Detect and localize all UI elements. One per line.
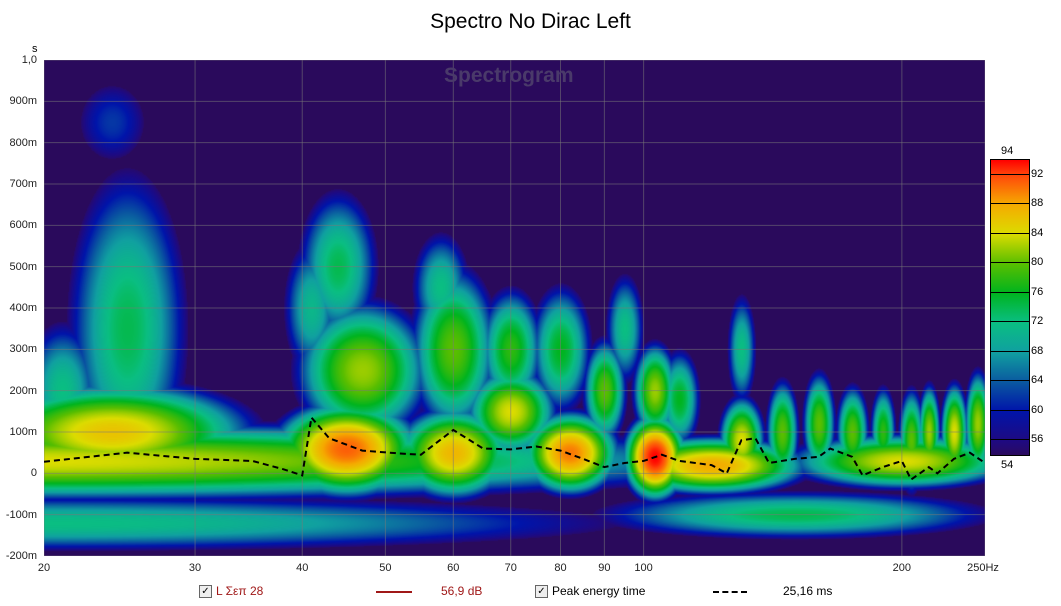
y-tick-label: -200m <box>5 550 37 562</box>
colorbar-tick-line <box>991 262 1029 264</box>
trace-line-swatch <box>376 591 412 593</box>
y-tick-label: 600m <box>9 219 37 232</box>
peak-checkbox[interactable]: ✓ <box>535 585 548 599</box>
peak-value: 25,16 ms <box>783 584 833 598</box>
y-tick-label: 400m <box>9 302 37 314</box>
colorbar-tick-line <box>991 232 1029 234</box>
trace-checkbox[interactable]: ✓ <box>199 585 212 599</box>
x-tick-label: 20 <box>37 562 51 574</box>
y-tick-label: 700m <box>9 178 37 190</box>
x-tick-label: 80 <box>554 562 567 574</box>
peak-energy-time-line <box>44 415 985 482</box>
chart-title: Spectro No Dirac Left <box>430 10 631 33</box>
y-tick-label: 100m <box>9 426 37 438</box>
plot-area[interactable] <box>44 60 985 556</box>
colorbar <box>990 159 1030 456</box>
x-tick-label: 250Hz <box>967 562 999 574</box>
colorbar-tick-line <box>991 439 1029 441</box>
y-tick-label: 900m <box>9 95 37 108</box>
peak-line-swatch <box>713 591 747 593</box>
colorbar-tick-label: 92 <box>1031 167 1044 180</box>
peak-label: Peak energy time <box>552 584 646 598</box>
x-tick-label: 60 <box>447 562 460 574</box>
colorbar-tick-label: 88 <box>1031 197 1044 210</box>
colorbar-tick-line <box>991 173 1029 175</box>
colorbar-tick-line <box>991 409 1029 411</box>
colorbar-tick-line <box>991 321 1029 323</box>
colorbar-tick-label: 68 <box>1031 344 1044 357</box>
colorbar-tick-line <box>991 203 1029 205</box>
colorbar-tick-label: 60 <box>1031 403 1044 416</box>
y-tick-label: 500m <box>9 260 37 273</box>
legend-peak-energy[interactable]: ✓ Peak energy time <box>535 584 646 599</box>
y-tick-label: 0 <box>30 467 37 480</box>
trace-value: 56,9 dB <box>441 584 483 598</box>
colorbar-tick-label: 76 <box>1031 285 1044 298</box>
x-tick-label: 30 <box>188 562 202 574</box>
x-tick-label: 200 <box>892 562 912 574</box>
x-tick-label: 50 <box>379 562 392 574</box>
watermark: Spectrogram <box>444 64 574 87</box>
colorbar-tick-label: 72 <box>1031 315 1044 328</box>
y-tick-label: 300m <box>9 343 37 356</box>
x-tick-label: 70 <box>504 562 517 574</box>
y-tick-label: -100m <box>5 508 37 521</box>
y-axis-unit: s <box>32 43 38 55</box>
colorbar-tick-label: 84 <box>1031 226 1044 239</box>
colorbar-tick-line <box>991 291 1029 293</box>
colorbar-tick-line <box>991 350 1029 352</box>
colorbar-max: 94 <box>1001 145 1014 157</box>
legend-trace[interactable]: ✓ L Σεπ 28 <box>199 584 264 599</box>
colorbar-min: 54 <box>1001 459 1014 471</box>
y-tick-label: 800m <box>9 136 37 149</box>
colorbar-tick-label: 64 <box>1031 374 1044 387</box>
x-tick-label: 90 <box>598 562 611 574</box>
x-tick-label: 40 <box>296 562 309 574</box>
colorbar-tick-label: 80 <box>1031 256 1044 269</box>
plot-overlay <box>44 60 985 556</box>
colorbar-tick-label: 56 <box>1031 433 1044 446</box>
trace-name: L Σεπ 28 <box>216 584 264 598</box>
y-tick-label: 1,0 <box>21 54 37 66</box>
x-tick-label: 100 <box>634 562 653 574</box>
colorbar-tick-line <box>991 380 1029 382</box>
y-tick-label: 200m <box>9 384 37 397</box>
